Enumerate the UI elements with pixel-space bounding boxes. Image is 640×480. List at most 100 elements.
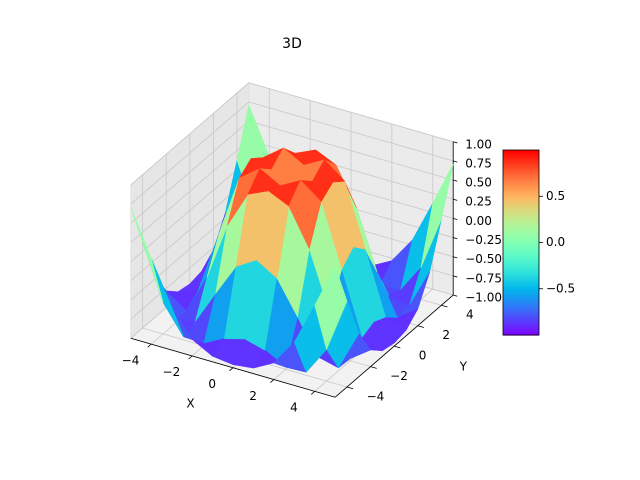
colorbar-segment bbox=[503, 153, 539, 156]
colorbar-segment bbox=[503, 166, 539, 170]
colorbar-segment bbox=[503, 302, 539, 305]
colorbar-segment bbox=[503, 213, 539, 216]
y-tick-label: −4 bbox=[367, 389, 385, 403]
tick-mark bbox=[453, 237, 458, 240]
colorbar-tick-label: 0.0 bbox=[546, 235, 565, 249]
colorbar-segment bbox=[503, 220, 539, 224]
grid-line bbox=[130, 139, 250, 243]
colorbar-segment bbox=[503, 156, 539, 159]
colorbar-segment bbox=[503, 202, 539, 205]
colorbar-segment bbox=[503, 322, 539, 325]
x-tick-label: −2 bbox=[163, 365, 181, 379]
grid-line bbox=[248, 120, 454, 181]
colorbar-segment bbox=[503, 217, 539, 220]
colorbar-segment bbox=[503, 231, 539, 234]
colorbar-tick-label: 0.5 bbox=[546, 189, 565, 203]
colorbar-segment bbox=[503, 274, 539, 278]
tick-mark bbox=[453, 160, 458, 163]
x-tick-label: 2 bbox=[249, 389, 257, 403]
colorbar-segment bbox=[503, 268, 539, 271]
surface-patch bbox=[420, 163, 454, 268]
colorbar-segment bbox=[503, 219, 539, 222]
colorbar-segment bbox=[503, 321, 539, 324]
colorbar-segment bbox=[503, 180, 539, 183]
colorbar-segment bbox=[503, 287, 539, 290]
grid-line bbox=[130, 120, 250, 224]
colorbar-segment bbox=[503, 236, 539, 239]
tick-mark bbox=[441, 304, 448, 308]
colorbar-segment bbox=[503, 228, 539, 231]
colorbar-segment bbox=[503, 311, 539, 315]
colorbar-segment bbox=[503, 307, 539, 310]
colorbar-segment bbox=[503, 248, 539, 251]
colorbar-segment bbox=[503, 253, 539, 256]
x-tick-label: 4 bbox=[290, 401, 298, 415]
colorbar-segment bbox=[503, 173, 539, 176]
colorbar-segment bbox=[503, 174, 539, 177]
tick-mark bbox=[453, 294, 458, 297]
y-tick-label: 4 bbox=[466, 308, 474, 322]
grid-line bbox=[248, 82, 454, 143]
colorbar-segment bbox=[503, 327, 539, 330]
colorbar-segment bbox=[503, 291, 539, 294]
colorbar-segment bbox=[503, 185, 539, 188]
colorbar-segment bbox=[503, 265, 539, 268]
y-tick-label: 0 bbox=[419, 349, 427, 363]
grid-line bbox=[130, 159, 250, 262]
colorbar-segment bbox=[503, 182, 539, 185]
colorbar-segment bbox=[503, 157, 539, 160]
colorbar-segment bbox=[503, 279, 539, 282]
colorbar-segment bbox=[503, 254, 539, 257]
colorbar-segment bbox=[503, 277, 539, 281]
colorbar-segment bbox=[503, 187, 539, 190]
colorbar-segment bbox=[503, 250, 539, 253]
colorbar-segment bbox=[503, 193, 539, 196]
z-tick-label: 0.75 bbox=[465, 156, 492, 170]
colorbar-segment bbox=[503, 245, 539, 248]
z-tick-label: −0.25 bbox=[465, 233, 502, 247]
colorbar-segment bbox=[503, 270, 539, 273]
tick-mark bbox=[370, 366, 377, 369]
tick-mark bbox=[188, 355, 193, 360]
colorbar-segment bbox=[503, 176, 539, 179]
tick-mark bbox=[417, 325, 425, 328]
colorbar-segment bbox=[503, 324, 539, 327]
tick-mark bbox=[147, 343, 152, 348]
colorbar-segment bbox=[503, 333, 539, 336]
colorbar-segment bbox=[503, 242, 539, 245]
y-tick-label: 2 bbox=[442, 328, 450, 342]
z-tick-label: −0.75 bbox=[465, 271, 502, 285]
x-axis-label: X bbox=[186, 396, 194, 410]
colorbar-segment bbox=[503, 282, 539, 285]
tick-mark bbox=[453, 256, 458, 259]
colorbar-segment bbox=[503, 239, 539, 242]
colorbar-segment bbox=[503, 262, 539, 265]
colorbar-segment bbox=[503, 205, 539, 208]
colorbar-segment bbox=[503, 284, 539, 287]
colorbar-segment bbox=[503, 183, 539, 187]
colorbar-segment bbox=[503, 233, 539, 236]
surface-patch bbox=[314, 265, 348, 350]
colorbar-segment bbox=[503, 197, 539, 200]
colorbar-segment bbox=[503, 171, 539, 174]
colorbar-segment bbox=[503, 328, 539, 331]
colorbar-segment bbox=[503, 203, 539, 207]
colorbar-segment bbox=[503, 200, 539, 204]
colorbar-segment bbox=[503, 216, 539, 219]
tick-mark bbox=[229, 367, 234, 372]
colorbar-segment bbox=[503, 261, 539, 264]
colorbar-segment bbox=[503, 177, 539, 180]
colorbar-segment bbox=[503, 188, 539, 191]
colorbar-segment bbox=[503, 273, 539, 276]
colorbar-segment bbox=[503, 271, 539, 274]
axis-line bbox=[130, 337, 336, 398]
colorbar-segment bbox=[503, 225, 539, 228]
colorbar-segment bbox=[503, 288, 539, 291]
tick-mark bbox=[310, 391, 316, 395]
colorbar-segment bbox=[503, 224, 539, 227]
tick-mark bbox=[453, 275, 458, 278]
colorbar-segment bbox=[503, 154, 539, 157]
colorbar-segment bbox=[503, 319, 539, 322]
z-tick-label: −1.00 bbox=[465, 291, 502, 305]
